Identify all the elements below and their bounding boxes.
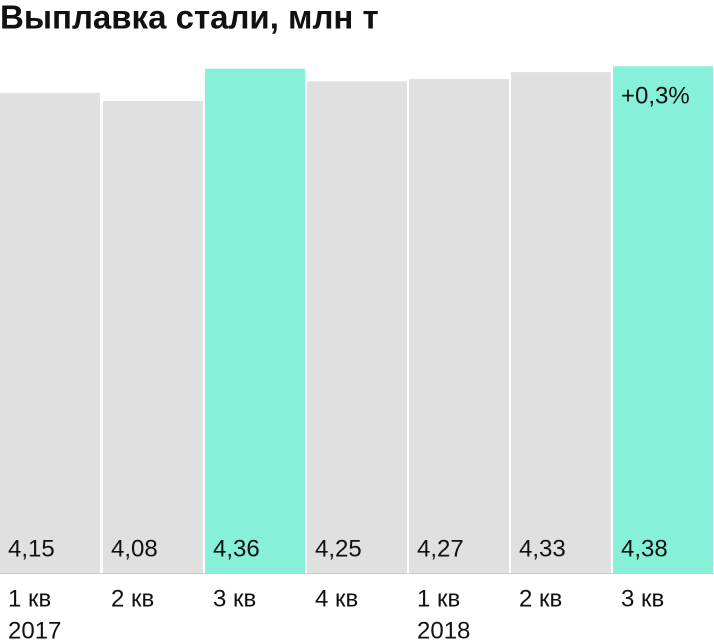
bar	[511, 72, 611, 574]
x-tick-label: 3 кв	[621, 585, 664, 612]
x-tick-label: 3 кв	[213, 585, 256, 612]
x-tick-label: 4 кв	[315, 585, 358, 612]
value-label: 4,15	[8, 535, 55, 562]
value-label: 4,38	[621, 535, 668, 562]
value-label: 4,25	[315, 535, 362, 562]
year-label: 2017	[8, 617, 61, 644]
x-tick-label: 2 кв	[111, 585, 154, 612]
value-label: 4,27	[417, 535, 464, 562]
value-label: 4,08	[111, 535, 158, 562]
value-label: 4,36	[213, 535, 260, 562]
bar	[409, 79, 509, 573]
bar	[307, 81, 407, 574]
bar	[613, 66, 713, 574]
annotation: +0,3%	[621, 82, 690, 109]
x-tick-label: 1 кв	[417, 585, 460, 612]
chart-title: Выплавка стали, млн т	[0, 0, 379, 36]
year-label: 2018	[417, 617, 470, 644]
x-tick-label: 1 кв	[8, 585, 51, 612]
bar	[205, 68, 305, 574]
bar	[103, 101, 203, 573]
value-label: 4,33	[519, 535, 566, 562]
bar	[0, 92, 100, 573]
x-tick-label: 2 кв	[519, 585, 562, 612]
